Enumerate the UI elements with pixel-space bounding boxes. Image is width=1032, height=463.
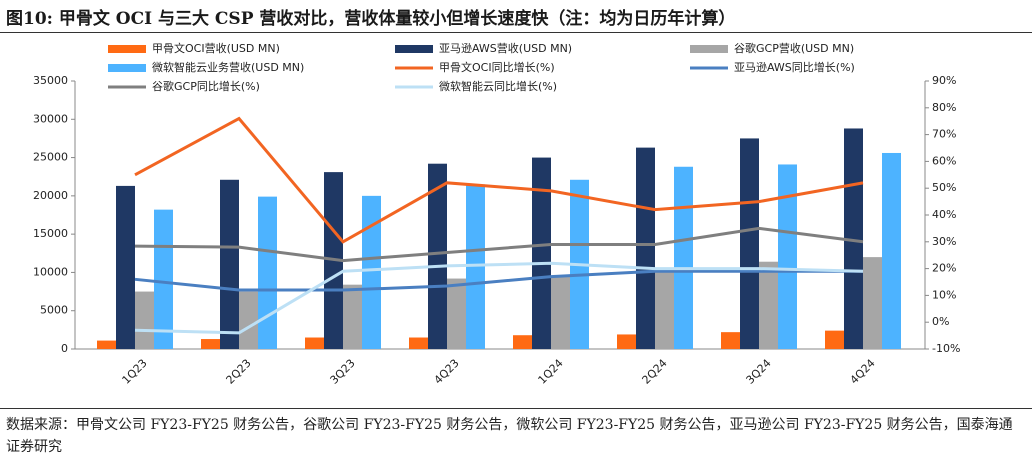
- x-tick-label: 4Q24: [848, 357, 878, 387]
- bar: [305, 337, 324, 349]
- bar: [674, 166, 693, 349]
- bar: [863, 257, 882, 349]
- bar: [343, 284, 362, 349]
- bar: [636, 147, 655, 349]
- x-tick-label: 3Q24: [744, 357, 774, 387]
- bar: [721, 332, 740, 349]
- bar: [201, 339, 220, 349]
- source: 数据来源：甲骨文公司 FY23-FY25 财务公告，谷歌公司 FY23-FY25…: [6, 417, 1013, 455]
- bar: [97, 340, 116, 349]
- bar: [447, 278, 466, 349]
- y2-tick-label: 20%: [932, 262, 956, 275]
- bar: [428, 163, 447, 349]
- line: [134, 116, 864, 244]
- bar: [532, 157, 551, 349]
- x-tick-label: 3Q23: [328, 357, 358, 387]
- line: [134, 226, 864, 263]
- x-tick-label: 1Q24: [536, 357, 566, 387]
- legend-label: 甲骨文OCI营收(USD MN): [152, 41, 280, 55]
- y2-tick-label: 30%: [932, 235, 956, 248]
- bar: [135, 291, 154, 349]
- y2-tick-label: 40%: [932, 208, 956, 221]
- bar: [759, 261, 778, 349]
- rule: [0, 32, 1032, 33]
- bar: [239, 291, 258, 349]
- title: 图10: 甲骨文 OCI 与三大 CSP 营收对比，营收体量较小但增长速度快（注…: [6, 9, 736, 29]
- y-tick-label: 15000: [33, 227, 68, 240]
- bar: [778, 164, 797, 349]
- legend-label: 亚马逊AWS同比增长(%): [734, 60, 855, 74]
- bar: [409, 337, 428, 349]
- bar: [882, 152, 901, 349]
- bar: [825, 330, 844, 349]
- x-tick-label: 2Q24: [640, 357, 670, 387]
- y-tick-label: 10000: [33, 265, 68, 278]
- y-tick-label: 0: [61, 342, 68, 355]
- y2-tick-label: 50%: [932, 181, 956, 194]
- legend-swatch: [108, 64, 146, 72]
- chart: 0 5000 10000 15000 20000 25000 30000 35000 -10% 0…: [33, 41, 960, 387]
- bar: [362, 195, 381, 349]
- y2-tick-label: 70%: [932, 128, 956, 141]
- y2-tick-label: 80%: [932, 101, 956, 114]
- bar: [551, 275, 570, 349]
- x-tick-label: 2Q23: [224, 357, 254, 387]
- legend-label: 甲骨文OCI同比增长(%): [439, 60, 555, 74]
- bar: [617, 334, 636, 349]
- legend-swatch: [108, 45, 146, 53]
- y2-tick-label: 60%: [932, 154, 956, 167]
- y-tick-label: 20000: [33, 189, 68, 202]
- y-tick-label: 25000: [33, 151, 68, 164]
- x-tick-label: 4Q23: [432, 357, 462, 387]
- legend-label: 谷歌GCP营收(USD MN): [734, 41, 854, 55]
- y-tick-label: 35000: [33, 74, 68, 87]
- y-tick-label: 5000: [40, 304, 68, 317]
- line: [134, 261, 864, 335]
- y2-tick-label: 90%: [932, 74, 956, 87]
- bar: [655, 270, 674, 349]
- legend-swatch: [395, 45, 433, 53]
- bar: [116, 185, 135, 349]
- x-tick-label: 1Q23: [120, 357, 150, 387]
- bar: [513, 335, 532, 349]
- legend-label: 微软智能云同比增长(%): [439, 79, 557, 93]
- legend-label: 微软智能云业务营收(USD MN): [152, 60, 304, 74]
- legend-swatch: [690, 45, 728, 53]
- y2-tick-label: 0%: [932, 315, 949, 328]
- legend-label: 谷歌GCP同比增长(%): [152, 79, 260, 93]
- y2-tick-label: 10%: [932, 288, 956, 301]
- line: [134, 269, 863, 292]
- bar: [220, 179, 239, 349]
- rule: [0, 408, 1032, 409]
- bar: [154, 209, 173, 349]
- bar: [740, 138, 759, 349]
- bar: [258, 196, 277, 349]
- y-tick-label: 30000: [33, 112, 68, 125]
- legend-label: 亚马逊AWS营收(USD MN): [439, 41, 572, 55]
- y2-tick-label: -10%: [932, 342, 960, 355]
